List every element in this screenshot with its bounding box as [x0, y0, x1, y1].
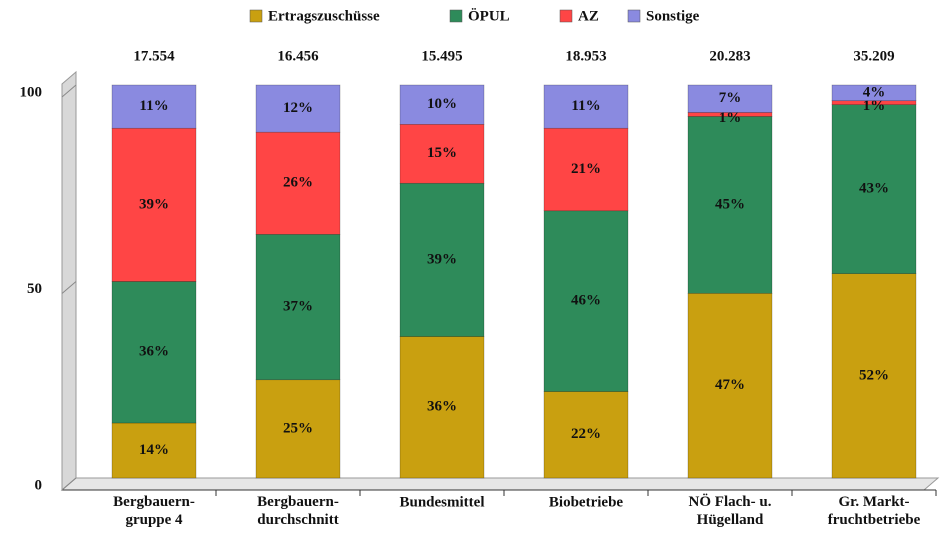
data-label: 15%	[427, 145, 457, 161]
bar-segment	[543, 127, 629, 212]
x-tick-label: Bundesmittel	[399, 494, 484, 510]
legend-label: ÖPUL	[468, 7, 510, 24]
total-label: 18.953	[565, 48, 606, 64]
data-label: 52%	[859, 367, 889, 383]
legend-label: AZ	[578, 8, 599, 24]
bar-segment	[543, 210, 629, 392]
bar-segment	[255, 131, 341, 235]
data-label: 26%	[283, 175, 313, 191]
bar-segment	[399, 182, 485, 337]
data-label: 11%	[571, 98, 600, 114]
axis-wall	[61, 70, 77, 492]
bar-segment	[111, 127, 197, 282]
data-label: 11%	[139, 98, 168, 114]
data-label: 47%	[715, 377, 745, 393]
data-label: 36%	[427, 399, 457, 415]
data-label: 12%	[283, 100, 313, 116]
bar-segment	[543, 84, 629, 129]
x-tick-label: Biobetriebe	[549, 494, 623, 510]
legend-swatch	[249, 9, 263, 23]
total-label: 35.209	[853, 48, 894, 64]
bar-segment	[687, 116, 773, 294]
data-label: 39%	[139, 196, 169, 212]
data-label: 21%	[571, 161, 601, 177]
total-label: 15.495	[421, 48, 462, 64]
data-label: 14%	[139, 442, 169, 458]
x-tick-label: Bergbauern-durchschnitt	[257, 494, 339, 528]
data-label: 1%	[863, 98, 886, 114]
x-tick-label: Bergbauern-gruppe 4	[113, 494, 195, 528]
bar-segment	[111, 84, 197, 129]
bar-segment	[111, 281, 197, 424]
y-tick	[61, 84, 77, 98]
data-label: 10%	[427, 96, 457, 112]
data-label: 1%	[719, 110, 742, 126]
floor	[60, 477, 940, 491]
data-label: 25%	[283, 420, 313, 436]
bar-segment	[543, 391, 629, 479]
data-label: 45%	[715, 196, 745, 212]
data-label: 39%	[427, 251, 457, 267]
total-label: 20.283	[709, 48, 750, 64]
bar-segment	[687, 84, 773, 113]
bar-segment	[687, 292, 773, 479]
legend-swatch	[449, 9, 463, 23]
x-tick-label: NÖ Flach- u. Hügelland	[689, 493, 772, 528]
data-label: 43%	[859, 181, 889, 197]
legend-label: Ertragszuschüsse	[268, 8, 380, 24]
bar-segment	[255, 84, 341, 133]
bar-segment	[111, 422, 197, 479]
bar-segment	[831, 273, 917, 479]
data-label: 36%	[139, 344, 169, 360]
legend-swatch	[627, 9, 641, 23]
data-label: 4%	[863, 84, 886, 100]
legend-swatch	[559, 9, 573, 23]
data-label: 37%	[283, 298, 313, 314]
y-tick-label: 50	[27, 281, 42, 297]
data-label: 46%	[571, 293, 601, 309]
bar-segment	[399, 336, 485, 479]
bar-segment	[399, 84, 485, 125]
data-label: 22%	[571, 426, 601, 442]
bar-segment	[831, 104, 917, 274]
total-label: 16.456	[277, 48, 319, 64]
y-tick-label: 0	[35, 477, 43, 493]
y-tick	[61, 281, 77, 294]
x-tick-label: Gr. Markt-fruchtbetriebe	[828, 494, 921, 528]
total-label: 17.554	[133, 48, 175, 64]
y-tick-label: 100	[20, 84, 43, 100]
y-tick	[61, 477, 77, 491]
bar-segment	[831, 84, 917, 102]
bar-segment	[399, 124, 485, 184]
data-label: 7%	[719, 90, 742, 106]
legend-label: Sonstige	[646, 8, 700, 24]
